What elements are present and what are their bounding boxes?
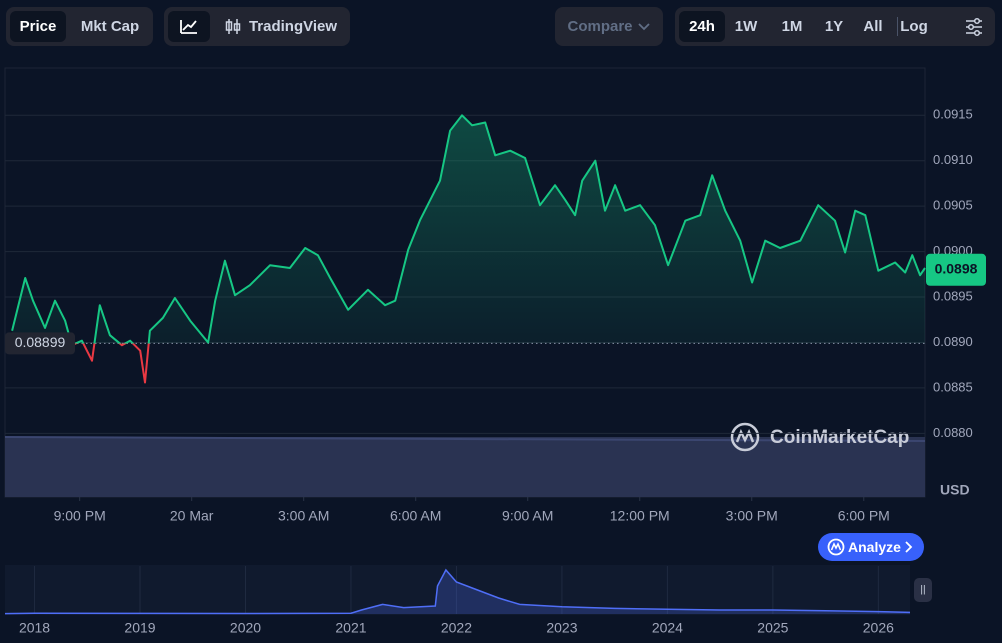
- range-button[interactable]: 1Y: [824, 18, 844, 35]
- price-line: [11, 114, 926, 384]
- range-toggle: Log 24h 1W 1M 1Y All: [675, 7, 995, 46]
- range-button[interactable]: 1M: [781, 18, 803, 35]
- separator: [897, 17, 898, 36]
- navigator-year-label: 2023: [546, 620, 577, 636]
- analyze-chevron: [905, 541, 913, 553]
- log-button[interactable]: Log: [900, 18, 928, 35]
- compare-dropdown[interactable]: Compare: [555, 7, 663, 46]
- tradingview-button[interactable]: TradingView: [216, 11, 344, 42]
- navigator-year-label: 2026: [863, 620, 894, 636]
- y-tick-label: 0.0915: [933, 107, 973, 122]
- x-tick-label: 20 Mar: [170, 508, 214, 524]
- x-tick-label: 12:00 PM: [610, 508, 670, 524]
- current-price-tag: [926, 253, 986, 286]
- y-tick-label: 0.0905: [933, 198, 973, 213]
- candle-icon: [225, 19, 241, 34]
- navigator-year-label: 2025: [757, 620, 788, 636]
- x-tick-label: 9:00 PM: [54, 508, 106, 524]
- navigator-year-label: 2024: [652, 620, 683, 636]
- mktcap-tab[interactable]: Mkt Cap: [80, 18, 140, 35]
- compare-label: Compare: [567, 18, 633, 35]
- y-tick-label: 0.0885: [933, 379, 973, 394]
- navigator-year-label: 2020: [230, 620, 261, 636]
- navigator: [5, 565, 910, 615]
- x-tick-label: 6:00 AM: [390, 508, 441, 524]
- x-tick-label: 3:00 PM: [726, 508, 778, 524]
- chevron: [638, 23, 650, 31]
- area-fill: [12, 115, 925, 383]
- watermark: CoinMarketCap: [770, 427, 909, 448]
- navigator-year-label: 2022: [441, 620, 472, 636]
- line-chart-button[interactable]: [168, 11, 210, 42]
- range-button[interactable]: 1W: [734, 18, 758, 35]
- navigator-year-label: 2019: [124, 620, 155, 636]
- navigator-area: [5, 570, 910, 614]
- range-button[interactable]: 24h: [679, 11, 725, 42]
- x-tick-label: 3:00 AM: [278, 508, 329, 524]
- y-tick-label: 0.0880: [933, 425, 973, 440]
- x-tick-label: 9:00 AM: [502, 508, 553, 524]
- analyze-button[interactable]: Analyze: [818, 533, 924, 561]
- navigator-year-label: 2018: [19, 620, 50, 636]
- analyze-icon: [827, 538, 845, 556]
- baseline-label-bg: [5, 332, 75, 355]
- settings-icon[interactable]: [959, 11, 989, 42]
- y-axis-unit: USD: [940, 482, 970, 498]
- navigator-line: [4, 568, 911, 615]
- chart-type-toggle: TradingView: [164, 7, 350, 46]
- navigator-year-label: 2021: [335, 620, 366, 636]
- y-tick-label: 0.0910: [933, 152, 973, 167]
- navigator-handle[interactable]: [914, 578, 932, 602]
- price-tab[interactable]: Price: [10, 11, 66, 42]
- range-button[interactable]: All: [863, 18, 883, 35]
- line-icon: [180, 20, 197, 34]
- metric-toggle: Price Mkt Cap: [6, 7, 153, 46]
- tradingview-label: TradingView: [248, 18, 338, 35]
- watermark-logo: [730, 422, 760, 452]
- baseline-label: 0.08899: [15, 334, 66, 350]
- y-tick-label: 0.0895: [933, 288, 973, 303]
- handle-icon: ||: [920, 585, 925, 596]
- volume-bars: [5, 437, 925, 497]
- analyze-label: Analyze: [848, 539, 901, 555]
- volume-edge: [4, 436, 926, 442]
- current-price-label: 0.0898: [935, 260, 978, 276]
- y-tick-label: 0.0890: [933, 334, 973, 349]
- x-tick-label: 6:00 PM: [838, 508, 890, 524]
